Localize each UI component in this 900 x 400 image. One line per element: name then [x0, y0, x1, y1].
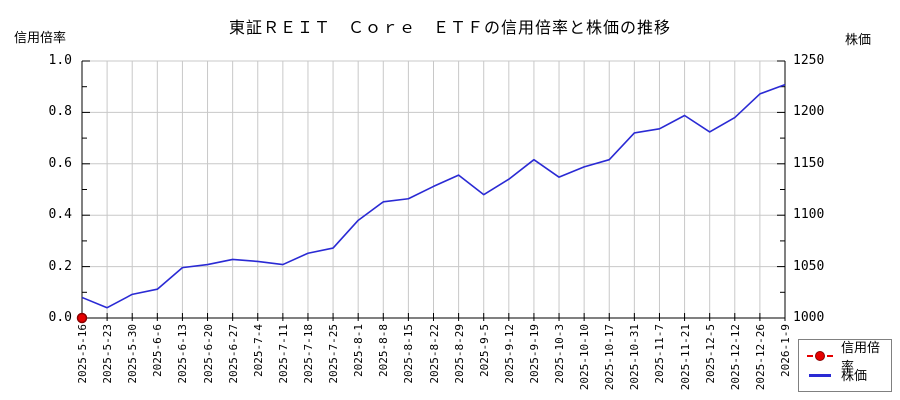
price-line — [81, 83, 786, 309]
legend-item-credit-ratio: 信用倍率 — [807, 340, 883, 374]
y2-tick-label: 1000 — [793, 310, 825, 325]
legend-label-price: 株価 — [841, 368, 868, 383]
y2-tick-label: 1250 — [793, 53, 825, 68]
y2-tick-label: 1200 — [793, 104, 825, 120]
legend-item-price: 株価 — [807, 365, 883, 384]
x-tick-label: 2025-6-6 — [151, 324, 165, 377]
solid-line-icon — [809, 373, 831, 377]
y1-tick-label: 1.0 — [48, 53, 72, 68]
y1-tick-label: 0.6 — [48, 155, 72, 171]
x-tick-label: 2025-10-17 — [603, 324, 617, 391]
x-tick-label: 2025-6-27 — [226, 324, 240, 384]
x-tick-label: 2025-8-1 — [352, 324, 366, 377]
x-tick-label: 2025-10-31 — [628, 324, 642, 391]
legend-label-credit-ratio: 信用倍率 — [841, 339, 881, 374]
y1-axis-title: 信用倍率 — [14, 30, 67, 45]
y1-tick-label: 0.4 — [48, 207, 72, 223]
x-tick-label: 2025-9-12 — [502, 324, 516, 384]
x-tick-label: 2025-7-4 — [251, 324, 265, 377]
x-tick-label: 2025-8-8 — [377, 324, 391, 377]
circle-marker-icon — [815, 350, 825, 361]
y1-tick-label: 0.8 — [48, 104, 72, 120]
x-tick-label: 2025-12-26 — [753, 324, 767, 391]
x-tick-label: 2025-11-21 — [678, 324, 692, 391]
x-tick-label: 2025-5-30 — [126, 324, 140, 384]
x-tick-label: 2025-8-15 — [402, 324, 416, 384]
price-legend-swatch — [807, 369, 833, 381]
chart-title: 東証ＲＥＩＴ Ｃｏｒｅ ＥＴＦの信用倍率と株価の推移 — [228, 20, 671, 37]
y2-tick-label: 1100 — [793, 207, 825, 223]
y1-tick-label: 0.2 — [48, 258, 72, 274]
x-tick-label: 2025-10-3 — [553, 324, 567, 384]
x-tick-label: 2025-10-10 — [578, 324, 592, 391]
x-tick-label: 2025-8-29 — [452, 324, 466, 384]
x-tick-label: 2025-7-18 — [301, 324, 315, 384]
legend: 信用倍率 株価 — [798, 339, 892, 392]
x-tick-label: 2025-5-16 — [76, 324, 89, 384]
credit-ratio-marker — [76, 312, 88, 324]
y2-tick-label: 1150 — [793, 155, 825, 171]
credit-ratio-legend-swatch — [807, 350, 833, 362]
x-tick-label: 2025-6-13 — [176, 324, 190, 384]
x-tick-label: 2026-1-9 — [779, 324, 792, 377]
y2-axis-title: 株価 — [845, 32, 872, 47]
x-tick-label: 2025-12-5 — [703, 324, 717, 384]
x-tick-label: 2025-6-20 — [201, 324, 215, 384]
y1-tick-label: 0.0 — [48, 310, 72, 325]
y2-tick-label: 1050 — [793, 258, 825, 274]
x-tick-label: 2025-7-11 — [276, 324, 290, 384]
x-tick-label: 2025-8-22 — [427, 324, 441, 384]
x-tick-label: 2025-5-23 — [101, 324, 115, 384]
x-tick-label: 2025-12-12 — [728, 324, 742, 391]
x-tick-label: 2025-9-19 — [527, 324, 541, 384]
x-tick-label: 2025-7-25 — [327, 324, 341, 384]
x-tick-label: 2025-9-5 — [477, 324, 491, 377]
x-tick-label: 2025-11-7 — [653, 324, 667, 384]
